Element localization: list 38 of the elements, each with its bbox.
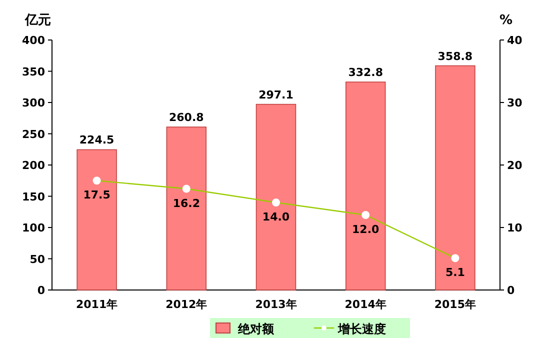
y-tick-label: 0	[37, 284, 46, 297]
y-tick-label: 50	[30, 252, 46, 266]
data-label: 12.0	[352, 223, 380, 236]
data-label: 17.5	[83, 188, 110, 202]
bar	[435, 65, 476, 290]
y-axis-title: 亿元	[24, 13, 51, 28]
bar	[76, 149, 117, 290]
bar	[166, 126, 207, 290]
y2-tick-label: 10	[507, 222, 523, 234]
bar	[345, 82, 386, 290]
x-tick-label: 2011年	[76, 298, 118, 311]
y-tick-label: 250	[22, 128, 46, 141]
data-label: 260.8	[169, 111, 204, 124]
data-label: 224.5	[79, 134, 114, 147]
data-label: 14.0	[262, 210, 290, 224]
y-tick-label: 100	[22, 222, 46, 234]
x-tick-label: 2015年	[434, 298, 476, 311]
legend-label: 增长速度	[337, 322, 386, 336]
y2-tick-label: 20	[507, 159, 523, 172]
y-tick-label: 200	[22, 159, 46, 172]
bar	[256, 104, 296, 290]
x-tick-label: 2012年	[166, 298, 208, 311]
y2-tick-label: 30	[507, 96, 523, 110]
y-tick-label: 300	[22, 96, 46, 110]
y-tick-label: 150	[22, 190, 46, 204]
legend-label: 绝对额	[237, 322, 275, 336]
y-tick-label: 350	[22, 65, 46, 78]
y2-tick-label: 40	[507, 34, 523, 47]
data-label: 16.2	[172, 196, 200, 210]
data-label: 297.1	[258, 88, 294, 102]
x-tick-label: 2013年	[255, 298, 297, 311]
y-tick-label: 400	[22, 34, 46, 47]
y2-tick-label: 0	[507, 284, 515, 297]
x-tick-label: 2014年	[344, 298, 386, 311]
data-label: 358.8	[438, 50, 473, 63]
y2-axis-title: %	[499, 13, 513, 28]
data-label: 332.8	[348, 66, 383, 79]
data-label: 5.1	[445, 266, 465, 280]
